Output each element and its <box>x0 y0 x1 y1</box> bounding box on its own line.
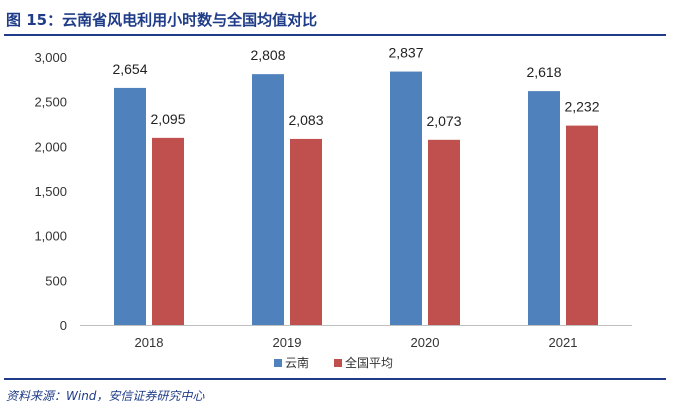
bar-national <box>566 125 598 325</box>
x-category-label: 2018 <box>135 335 164 350</box>
legend-swatch-national <box>334 359 342 367</box>
bar-yunnan <box>114 87 146 325</box>
data-label: 2,232 <box>564 99 599 115</box>
x-category-label: 2021 <box>549 335 578 350</box>
y-tick-label: 3,000 <box>34 50 67 65</box>
y-tick-label: 2,000 <box>34 139 67 154</box>
y-tick-label: 0 <box>60 318 67 333</box>
bar-chart: 0 500 1,000 1,500 2,000 2,500 3,000 2018 2,654 2,… <box>34 45 632 370</box>
legend-swatch-yunnan <box>274 359 282 367</box>
bar-yunnan <box>390 71 422 325</box>
data-label: 2,808 <box>250 47 285 63</box>
source-note: 资料来源：Wind，安信证券研究中心 <box>6 389 205 403</box>
x-category-label: 2020 <box>411 335 440 350</box>
data-label: 2,083 <box>288 112 323 128</box>
bar-yunnan <box>252 74 284 325</box>
data-label: 2,073 <box>426 113 461 129</box>
title-rule <box>4 34 666 36</box>
x-category-label: 2019 <box>273 335 302 350</box>
data-label: 2,095 <box>150 111 185 127</box>
bar-national <box>428 139 460 325</box>
data-label: 2,618 <box>526 64 561 80</box>
y-tick-label: 500 <box>45 273 67 288</box>
legend-label-national: 全国平均 <box>345 355 393 370</box>
bar-yunnan <box>528 91 560 325</box>
y-tick-label: 1,000 <box>34 229 67 244</box>
data-label: 2,654 <box>112 61 147 77</box>
y-tick-label: 1,500 <box>34 184 67 199</box>
bar-national <box>290 138 322 325</box>
y-tick-label: 2,500 <box>34 95 67 110</box>
legend-label-yunnan: 云南 <box>285 355 309 370</box>
source-rule <box>4 378 666 380</box>
bar-national <box>152 137 184 325</box>
figure-title: 图 15：云南省风电利用小时数与全国均值对比 <box>6 11 318 29</box>
data-label: 2,837 <box>388 45 423 61</box>
